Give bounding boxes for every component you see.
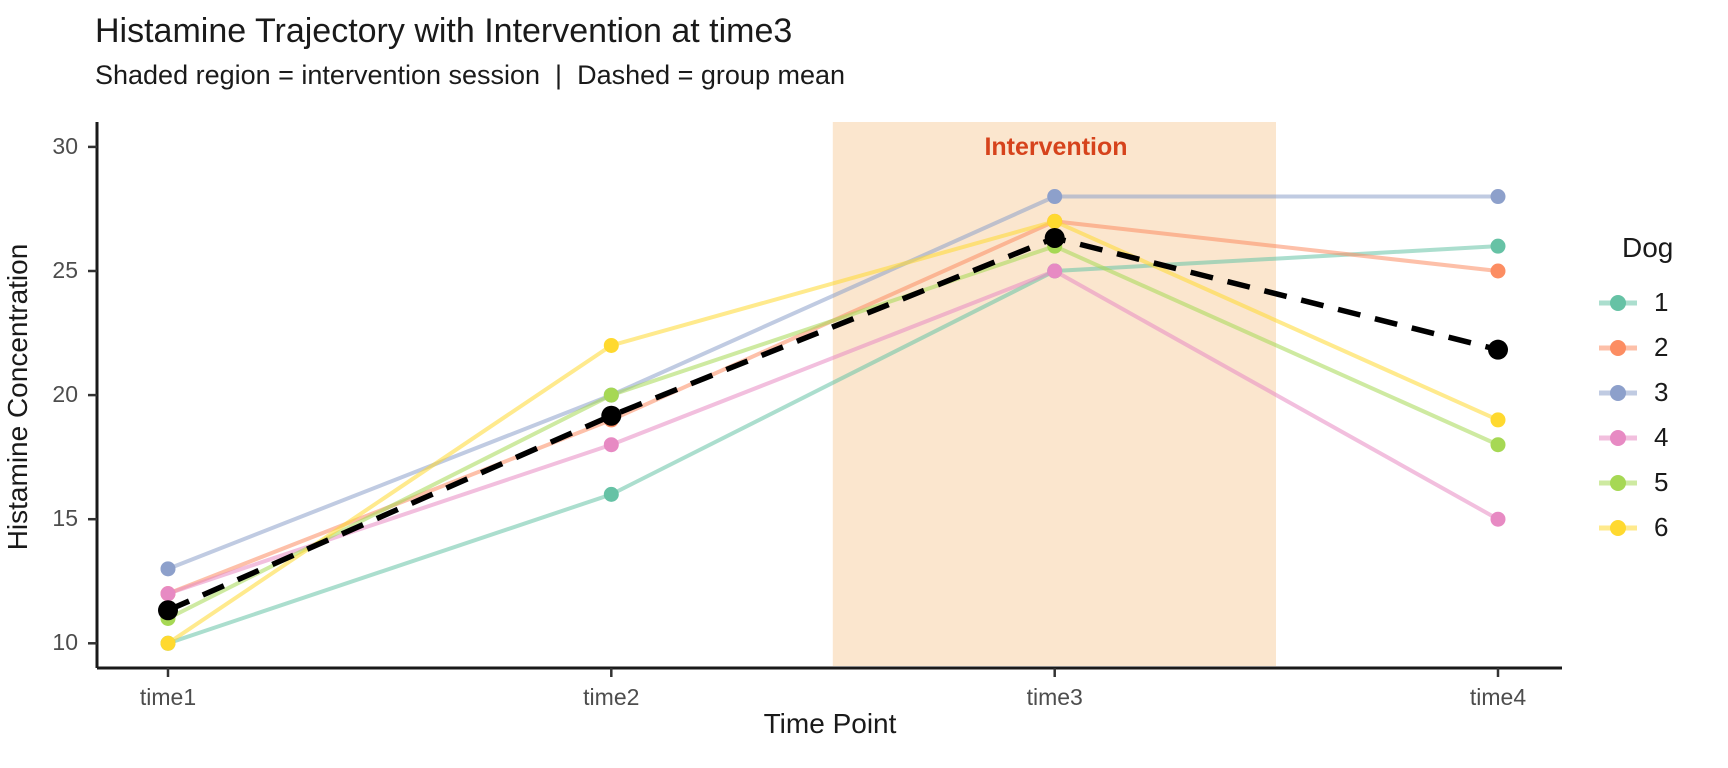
dog-3-point-time4	[1490, 189, 1506, 205]
group-mean-line	[166, 235, 1499, 613]
dog-6-line	[166, 219, 1500, 646]
legend-item-label: 2	[1654, 332, 1669, 362]
dog-5-line	[166, 244, 1500, 621]
legend-item-dog-2: 2	[1596, 325, 1673, 370]
chart-title: Histamine Trajectory with Intervention a…	[95, 12, 793, 50]
legend-item-dog-6: 6	[1596, 505, 1673, 550]
legend-key-icon	[1599, 474, 1637, 491]
x-tick-label-time2: time2	[583, 684, 640, 710]
dog-1-point-time4	[1490, 238, 1506, 254]
y-tick-label-10: 10	[52, 629, 78, 656]
dog-3-point-time3	[1047, 189, 1063, 205]
dog-5-point-time2	[603, 387, 619, 403]
dog-3-point-time1	[160, 561, 176, 577]
legend-item-label: 6	[1654, 512, 1669, 542]
dog-5-point-time4	[1490, 437, 1506, 453]
legend-key-icon	[1599, 519, 1637, 536]
dog-3-line	[166, 194, 1500, 571]
x-tick-label-time4: time4	[1469, 684, 1527, 710]
dog-4-line	[166, 268, 1500, 596]
chart-subtitle: Shaded region = intervention session | D…	[95, 60, 846, 90]
legend-item-label: 3	[1654, 377, 1669, 407]
legend-items: 1 2 3 4 5 6	[1596, 280, 1673, 550]
dog-4-point-time4	[1490, 511, 1506, 527]
legend-item-dog-5: 5	[1596, 460, 1673, 505]
dog-6-point-time3	[1047, 213, 1063, 229]
intervention-annotation: Intervention	[984, 133, 1128, 161]
dog-6-point-time4	[1490, 412, 1506, 428]
mean-point-time2	[601, 405, 622, 426]
dog-1-point-time2	[603, 486, 619, 502]
dog-2-point-time4	[1490, 263, 1506, 279]
dog-6-point-time1	[160, 635, 176, 651]
legend: Dog 1 2 3 4 5 6	[1596, 232, 1673, 550]
legend-key-icon	[1599, 339, 1637, 356]
mean-point-time1	[158, 600, 178, 621]
x-axis-title: Time Point	[763, 708, 897, 739]
y-tick-label-15: 15	[52, 505, 78, 532]
dog-1-line	[166, 244, 1500, 646]
intervention-region	[832, 122, 1276, 666]
x-tick-label-time1: time1	[139, 684, 197, 710]
dog-4-point-time1	[160, 586, 176, 602]
dog-4-point-time2	[603, 437, 619, 453]
legend-item-label: 1	[1654, 287, 1669, 317]
legend-item-dog-4: 4	[1596, 415, 1673, 460]
y-tick-label-20: 20	[52, 381, 78, 408]
dog-4-point-time3	[1047, 263, 1063, 279]
y-tick-label-30: 30	[52, 132, 78, 159]
legend-item-dog-1: 1	[1596, 280, 1673, 325]
legend-title: Dog	[1622, 232, 1674, 263]
mean-point-time4	[1488, 339, 1508, 360]
y-tick-label-25: 25	[52, 257, 78, 283]
mean-point-time3	[1044, 227, 1065, 248]
legend-key-icon	[1599, 384, 1637, 401]
dog-6-point-time2	[603, 337, 619, 353]
legend-key-icon	[1599, 429, 1637, 446]
legend-key-icon	[1599, 294, 1637, 311]
legend-item-dog-3: 3	[1596, 370, 1673, 415]
legend-item-label: 4	[1654, 422, 1669, 452]
legend-item-label: 5	[1654, 467, 1669, 497]
x-tick-label-time3: time3	[1026, 684, 1083, 710]
